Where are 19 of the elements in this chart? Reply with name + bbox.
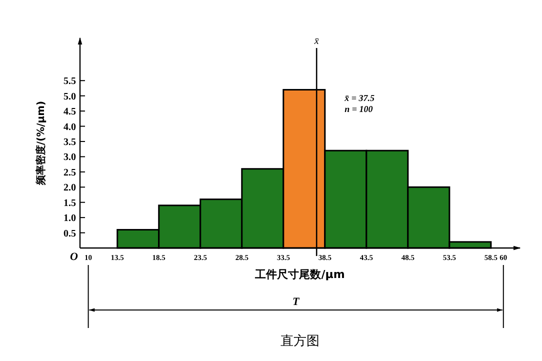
ref-line-label: x̄ — [313, 36, 320, 47]
y-tick-label: 2.0 — [64, 182, 76, 194]
y-tick-label: 5.5 — [64, 76, 76, 88]
y-tick-label: 4.0 — [64, 122, 76, 133]
y-tick-label: 1.0 — [64, 213, 76, 224]
x-axis-title: 工件尺寸尾数/μm — [254, 268, 345, 281]
y-tick-label: 5.0 — [64, 91, 76, 102]
text: T — [292, 296, 300, 308]
annotation: x̄ = 37.5 — [344, 93, 375, 103]
annotation: n = 100 — [344, 104, 374, 114]
y-tick-label: 3.0 — [64, 152, 76, 164]
y-tick-label: 0.5 — [64, 228, 76, 240]
y-tick-label: 2.5 — [64, 167, 76, 178]
text: O — [70, 251, 78, 263]
y-tick-label: 4.5 — [64, 106, 76, 118]
text: 直方图 — [280, 333, 320, 349]
y-tick-label: 3.5 — [64, 136, 76, 148]
y-axis-title: 频率密度/(%/μm) — [35, 100, 47, 186]
y-tick-label: 1.5 — [64, 198, 76, 209]
